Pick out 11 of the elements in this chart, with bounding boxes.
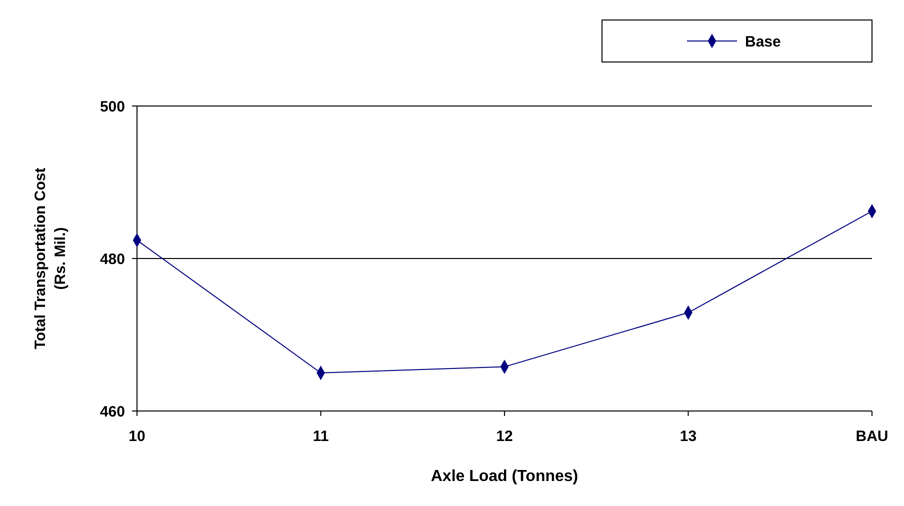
y-tick-label: 480 [100,250,125,268]
y-tick-label: 500 [100,98,125,116]
x-tick-label: 11 [312,428,329,445]
y-tick-label: 460 [100,403,125,420]
x-tick-label: 13 [680,428,697,445]
x-tick-label: BAU [856,428,888,445]
x-tick-label: 10 [128,428,146,445]
legend-label: Base [745,33,781,50]
y-axis-title: Total Transportation Cost (Rs. Mil.) [32,168,69,350]
x-tick-label: 12 [496,428,513,445]
x-axis-title: Axle Load (Tonnes) [430,468,578,485]
